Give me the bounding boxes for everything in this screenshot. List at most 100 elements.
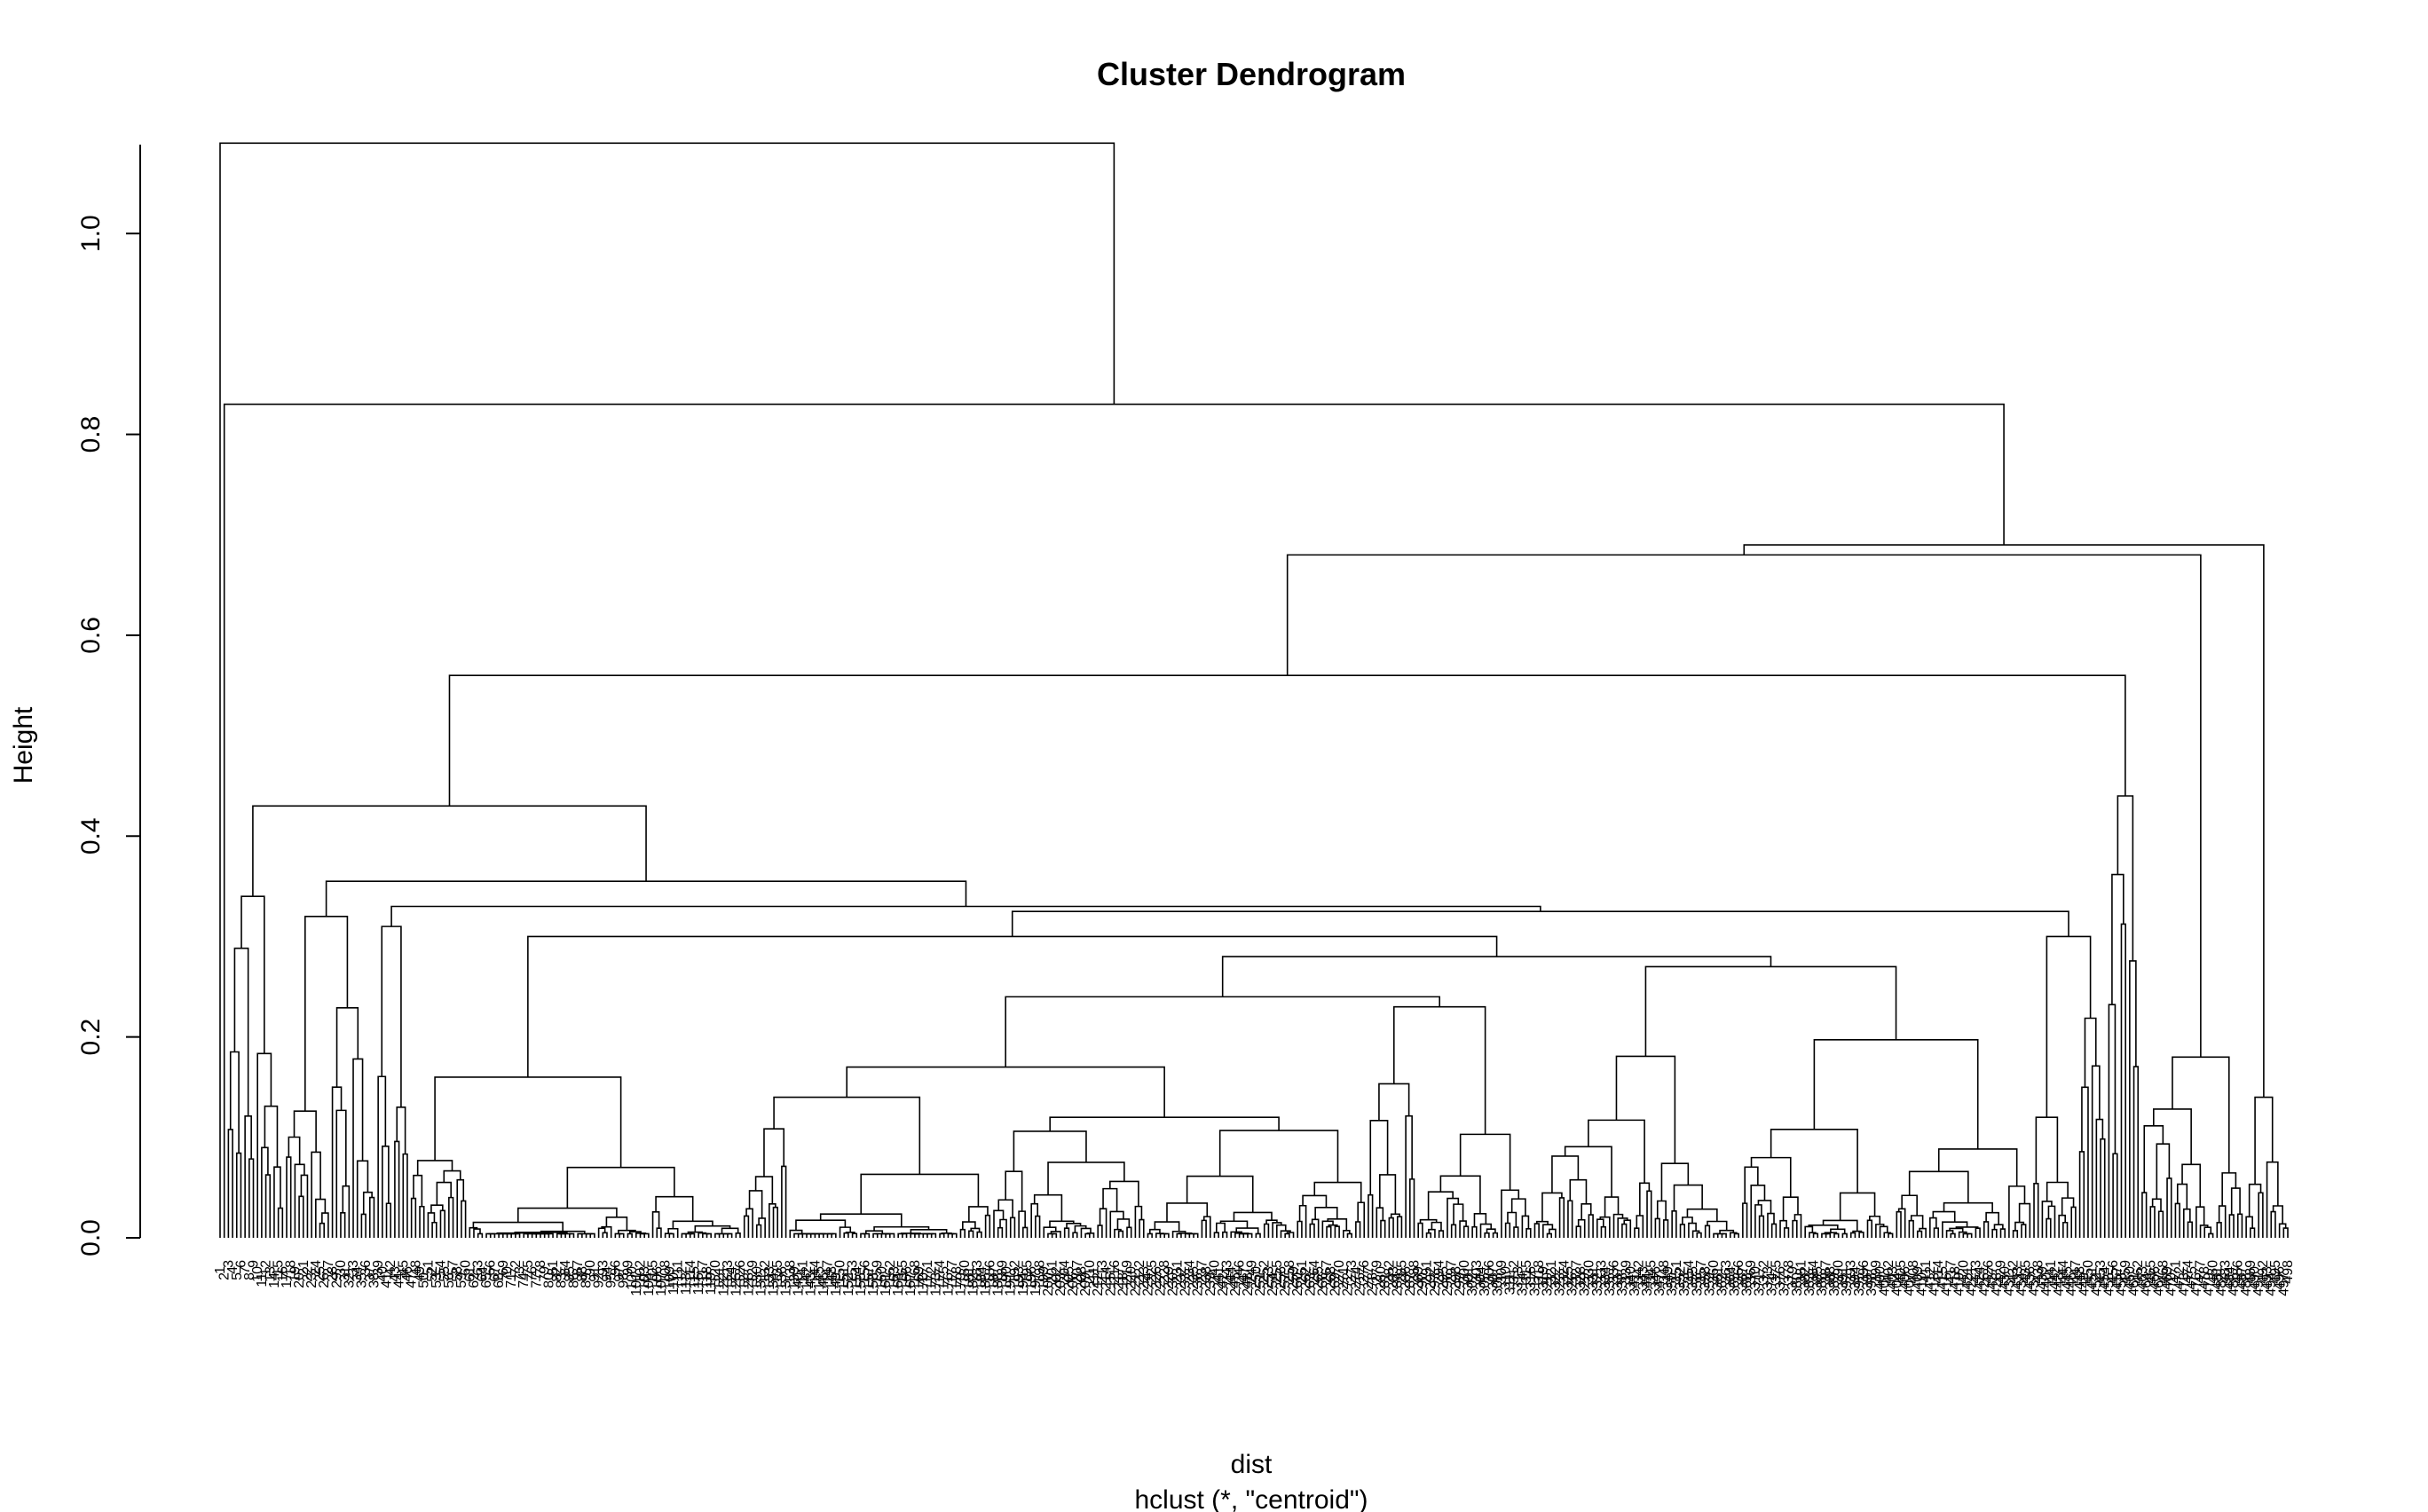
- dendrogram-merge: [2266, 1161, 2279, 1238]
- leaf-label: 180: [958, 1260, 973, 1284]
- leaf-label: 119: [704, 1272, 719, 1295]
- dendrogram-merge: [252, 805, 647, 897]
- leaf-label: 222: [1132, 1260, 1147, 1284]
- leaf-label: 314: [1515, 1272, 1530, 1296]
- leaf-label: 333: [1594, 1260, 1609, 1284]
- leaf-label: 268: [1324, 1266, 1339, 1290]
- leaf-label: 173: [928, 1272, 943, 1296]
- leaf-label: 209: [1078, 1272, 1093, 1296]
- leaf-label: 148: [824, 1266, 840, 1290]
- leaf-label: 11: [255, 1272, 270, 1288]
- leaf-label: 138: [783, 1260, 798, 1284]
- leaf-label: 294: [1432, 1260, 1447, 1284]
- leaf-label: 78: [533, 1260, 548, 1276]
- leaf-label: 53: [430, 1272, 445, 1288]
- leaf-label: 212: [1091, 1272, 1106, 1296]
- dendrogram-merge: [1051, 1232, 1058, 1238]
- dendrogram-merge: [1005, 996, 1441, 1067]
- leaf-label: 132: [758, 1260, 773, 1284]
- dendrogram-merge: [1255, 1232, 1261, 1238]
- dendrogram-merge: [219, 142, 1115, 1238]
- leaf-label: 179: [953, 1272, 968, 1296]
- leaf-label: 59: [454, 1272, 469, 1288]
- leaf-label: 480: [2206, 1260, 2221, 1284]
- dendrogram-merge: [248, 1158, 255, 1238]
- dendrogram-merge: [1770, 1223, 1778, 1238]
- leaf-label: 441: [2044, 1260, 2059, 1284]
- leaf-label: 436: [2022, 1266, 2038, 1290]
- dendrogram-merge: [1149, 1228, 1161, 1234]
- leaf-label: 459: [2118, 1260, 2133, 1284]
- leaf-label: 41: [380, 1272, 395, 1288]
- leaf-label: 305: [1478, 1272, 1493, 1296]
- leaf-label: 206: [1066, 1272, 1081, 1296]
- leaf-label: 23: [304, 1272, 319, 1288]
- leaf-label: 489: [2243, 1260, 2259, 1284]
- dendrogram-merge: [1551, 1155, 1580, 1193]
- dendrogram-merge: [976, 1231, 982, 1238]
- dendrogram-merge: [1910, 1215, 1924, 1229]
- leaf-label: 94: [600, 1266, 615, 1282]
- leaf-label: 412: [1923, 1266, 1938, 1290]
- dendrogram-merge: [1309, 1223, 1315, 1238]
- leaf-label: 371: [1753, 1272, 1768, 1296]
- dendrogram-merge: [410, 1197, 417, 1238]
- dendrogram-merge: [1047, 1162, 1125, 1195]
- leaf-label: 420: [1956, 1260, 1971, 1284]
- dendrogram-merge: [1221, 956, 1772, 997]
- leaf-label: 392: [1840, 1272, 1855, 1296]
- leaf-label: 97: [612, 1266, 627, 1282]
- dendrogram-merge: [2012, 1230, 2019, 1238]
- leaf-label: 76: [525, 1266, 540, 1282]
- dendrogram-merge: [2014, 1221, 2025, 1231]
- dendrogram-merge: [2046, 1217, 2052, 1238]
- leaf-label: 323: [1553, 1272, 1568, 1296]
- leaf-label: 350: [1665, 1272, 1680, 1296]
- leaf-label: 417: [1943, 1260, 1959, 1284]
- leaf-label: 427: [1985, 1266, 2000, 1290]
- leaf-label: 56: [442, 1272, 457, 1288]
- leaf-label: 463: [2135, 1266, 2150, 1290]
- leaf-label: 387: [1819, 1260, 1834, 1284]
- dendrogram-merge: [1950, 1232, 1956, 1238]
- leaf-label: 205: [1061, 1266, 1076, 1290]
- dendrogram-merge: [984, 1214, 991, 1238]
- dendrogram-merge: [419, 1205, 425, 1238]
- leaf-label: 39: [371, 1260, 386, 1276]
- dendrogram-merge: [772, 1206, 779, 1238]
- leaf-label: 182: [966, 1272, 981, 1296]
- leaf-label: 35: [354, 1272, 369, 1288]
- dendrogram-merge: [993, 1209, 1005, 1238]
- leaf-label: 63: [471, 1260, 486, 1276]
- dendrogram-merge: [1879, 1225, 1888, 1238]
- leaf-label: 369: [1744, 1260, 1759, 1284]
- leaf-label: 411: [1919, 1260, 1934, 1283]
- leaf-label: 410: [1914, 1272, 1929, 1296]
- dendrogram-merge: [2174, 1202, 2180, 1238]
- dendrogram-merge: [1233, 1211, 1273, 1222]
- leaf-label: 49: [413, 1266, 428, 1282]
- leaf-label: 123: [721, 1260, 736, 1284]
- dendrogram-merge: [1357, 1201, 1366, 1238]
- dendrogram-merge: [229, 1051, 240, 1154]
- leaf-label: 22: [300, 1266, 315, 1282]
- dendrogram-merge: [1302, 1194, 1328, 1208]
- leaf-label: 344: [1640, 1272, 1655, 1296]
- leaf-label: 101: [629, 1272, 644, 1296]
- dendrogram-merge: [396, 1106, 406, 1154]
- leaf-label: 33: [346, 1260, 361, 1276]
- dendrogram-merge: [781, 1165, 787, 1238]
- dendrogram-merge: [2221, 1172, 2237, 1207]
- dendrogram-merge: [2203, 1226, 2212, 1238]
- leaf-label: 91: [587, 1266, 603, 1282]
- dendrogram-merge: [340, 1212, 346, 1238]
- leaf-label: 255: [1270, 1260, 1285, 1284]
- leaf-label: 117: [696, 1260, 711, 1283]
- dendrogram-merge: [413, 1174, 423, 1207]
- dendrogram-merge: [1975, 1227, 1981, 1238]
- leaf-label: 242: [1216, 1272, 1231, 1296]
- dendrogram-merge: [897, 1232, 905, 1238]
- leaf-label: 273: [1344, 1260, 1360, 1284]
- dendrogram-merge: [335, 1007, 359, 1088]
- leaf-label: 330: [1581, 1260, 1596, 1284]
